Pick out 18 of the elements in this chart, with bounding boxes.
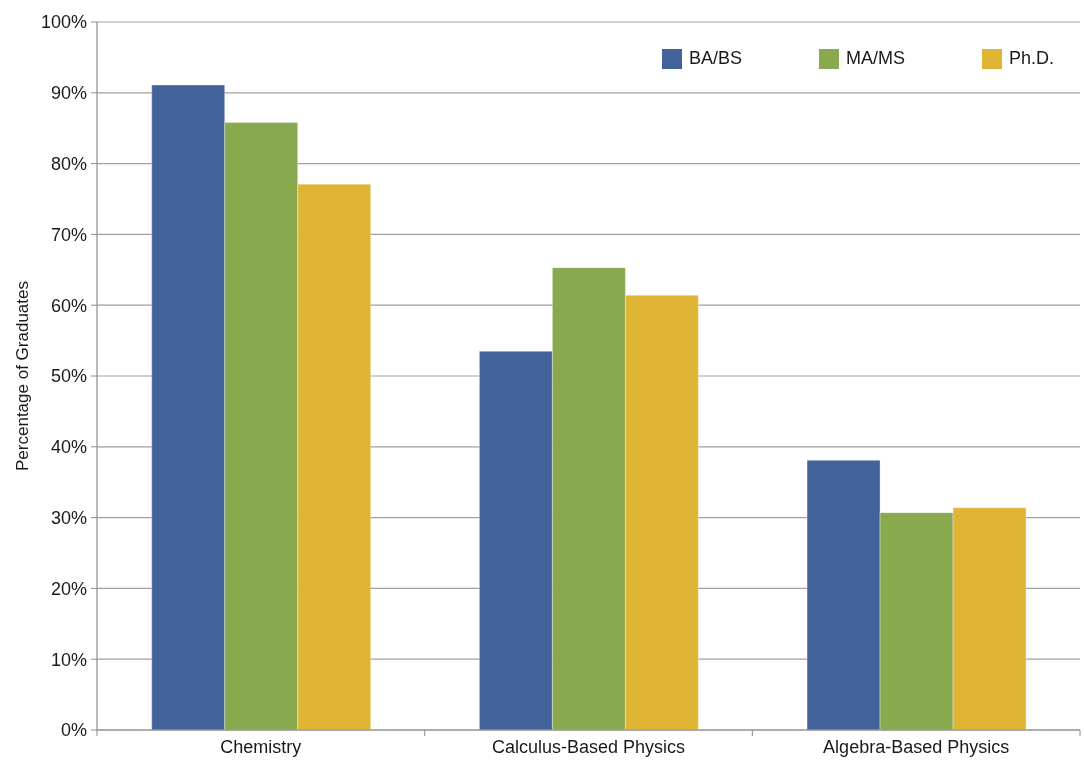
- legend-label: Ph.D.: [1008, 48, 1054, 69]
- y-tick-label: 60%: [50, 295, 87, 316]
- y-tick-label: 80%: [50, 153, 87, 174]
- y-tick-label: 50%: [50, 366, 87, 387]
- x-tick-label: Algebra-Based Physics: [823, 737, 1010, 757]
- legend-label: BA/BS: [689, 48, 743, 69]
- y-tick-label: 90%: [50, 83, 87, 104]
- y-tick-label: 30%: [50, 507, 87, 528]
- y-tick-label: 100%: [40, 12, 87, 33]
- y-tick-label: 20%: [50, 578, 87, 599]
- y-axis-title: Percentage of Graduates: [12, 281, 32, 471]
- x-tick-label: Calculus-Based Physics: [491, 737, 686, 757]
- y-tick-label: 70%: [50, 224, 87, 245]
- y-tick-label: 10%: [50, 649, 87, 670]
- y-tick-label: 0%: [60, 720, 87, 741]
- legend-label: MA/MS: [845, 48, 905, 69]
- x-tick-label: Chemistry: [220, 737, 302, 757]
- y-tick-label: 40%: [50, 437, 87, 458]
